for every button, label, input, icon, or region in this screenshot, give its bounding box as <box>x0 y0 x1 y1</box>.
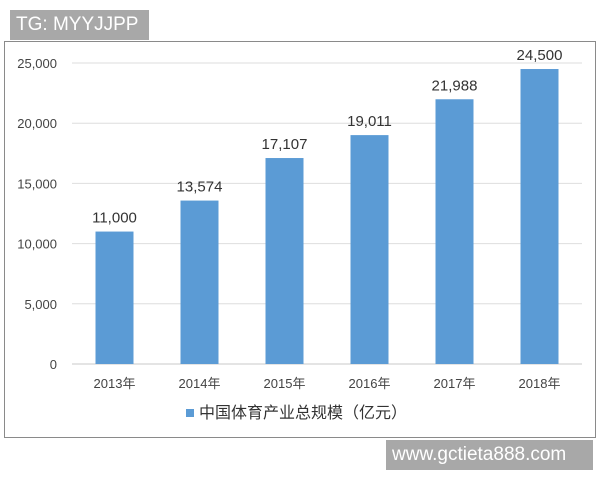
x-tick-label: 2013年 <box>94 376 136 391</box>
legend-swatch <box>186 409 194 417</box>
x-tick-label: 2015年 <box>264 376 306 391</box>
data-label: 19,011 <box>347 113 392 130</box>
data-label: 17,107 <box>262 136 308 153</box>
watermark-bottom-right: www.gctieta888.com <box>386 440 593 470</box>
x-tick-label: 2014年 <box>179 376 221 391</box>
x-tick-label: 2017年 <box>434 376 476 391</box>
bar <box>265 158 304 364</box>
y-tick-label: 5,000 <box>24 297 57 312</box>
y-tick-label: 15,000 <box>17 176 57 191</box>
bar <box>520 69 559 365</box>
data-label: 11,000 <box>92 210 137 227</box>
watermark-top-left: TG: MYYJJPP <box>10 10 149 40</box>
data-label: 24,500 <box>517 47 563 64</box>
y-tick-label: 25,000 <box>17 56 57 71</box>
x-tick-label: 2016年 <box>349 376 391 391</box>
y-tick-label: 20,000 <box>17 116 57 131</box>
data-label: 21,988 <box>432 77 478 94</box>
y-tick-label: 0 <box>50 357 57 372</box>
y-tick-label: 10,000 <box>17 237 57 252</box>
legend-label: 中国体育产业总规模（亿元） <box>199 404 407 422</box>
x-tick-label: 2018年 <box>519 376 561 391</box>
bar <box>180 200 219 364</box>
bar <box>435 99 474 365</box>
chart-frame <box>4 41 596 438</box>
data-label: 13,574 <box>177 179 223 196</box>
bar <box>95 231 134 364</box>
bar <box>350 135 389 364</box>
